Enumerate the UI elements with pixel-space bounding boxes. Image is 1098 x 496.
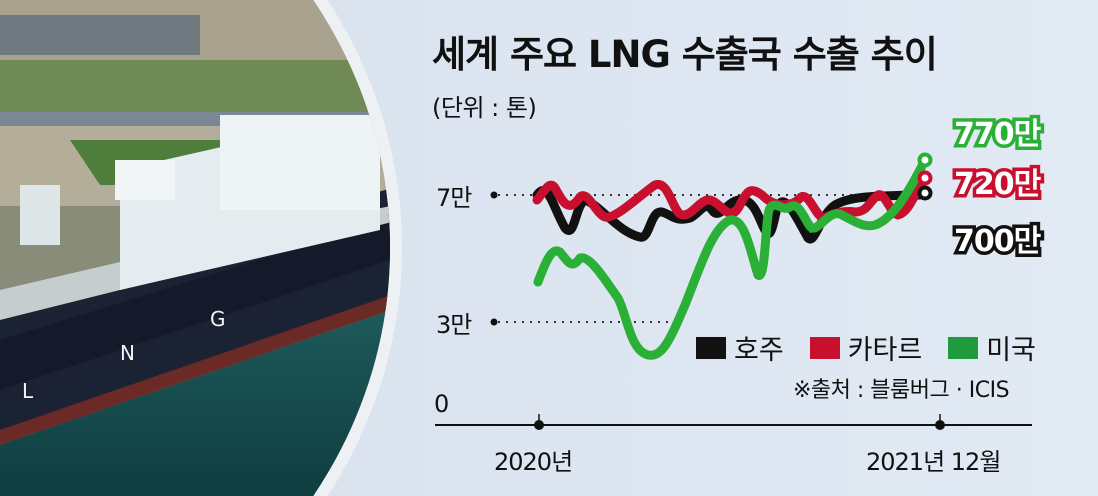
end-marker-qatar xyxy=(917,170,933,186)
legend-item-australia: 호주 xyxy=(696,328,784,367)
unit-label: (단위 : 톤) xyxy=(432,94,537,122)
x-tick-start: 2020년 xyxy=(494,448,573,476)
series-qatar-line xyxy=(532,177,927,223)
end-marker-us xyxy=(917,152,933,168)
svg-text:N: N xyxy=(120,341,135,365)
end-marker-australia xyxy=(917,185,933,201)
end-label-australia: 700만 xyxy=(954,224,1042,259)
end-label-qatar: 720만 xyxy=(954,167,1042,202)
y-tick-7man: 7만 xyxy=(436,184,472,212)
series-us-line xyxy=(533,155,930,360)
source-note: ※출처 : 블룸버그 · ICIS xyxy=(793,378,1010,403)
chart-title: 세계 주요 LNG 수출국 수출 추이 xyxy=(432,33,938,76)
legend-item-qatar: 카타르 xyxy=(809,328,923,367)
legend-swatch-us xyxy=(948,336,979,359)
svg-text:G: G xyxy=(210,307,226,331)
legend-label-us: 미국 xyxy=(986,335,1036,366)
x-axis xyxy=(435,414,1032,430)
legend-item-us: 미국 xyxy=(948,328,1036,367)
y-tick-3man: 3만 xyxy=(436,311,472,339)
legend-swatch-australia xyxy=(696,336,726,359)
legend: 호주 카타르 미국 xyxy=(696,328,1052,367)
gridlines xyxy=(490,191,920,326)
legend-swatch-qatar xyxy=(809,336,840,359)
legend-label-qatar: 카타르 xyxy=(847,335,923,366)
legend-label-australia: 호주 xyxy=(734,335,784,366)
x-tick-end: 2021년 12월 xyxy=(866,448,1001,476)
end-label-us: 770만 xyxy=(954,117,1042,152)
svg-text:L: L xyxy=(22,379,34,403)
y-tick-0: 0 xyxy=(434,390,449,418)
